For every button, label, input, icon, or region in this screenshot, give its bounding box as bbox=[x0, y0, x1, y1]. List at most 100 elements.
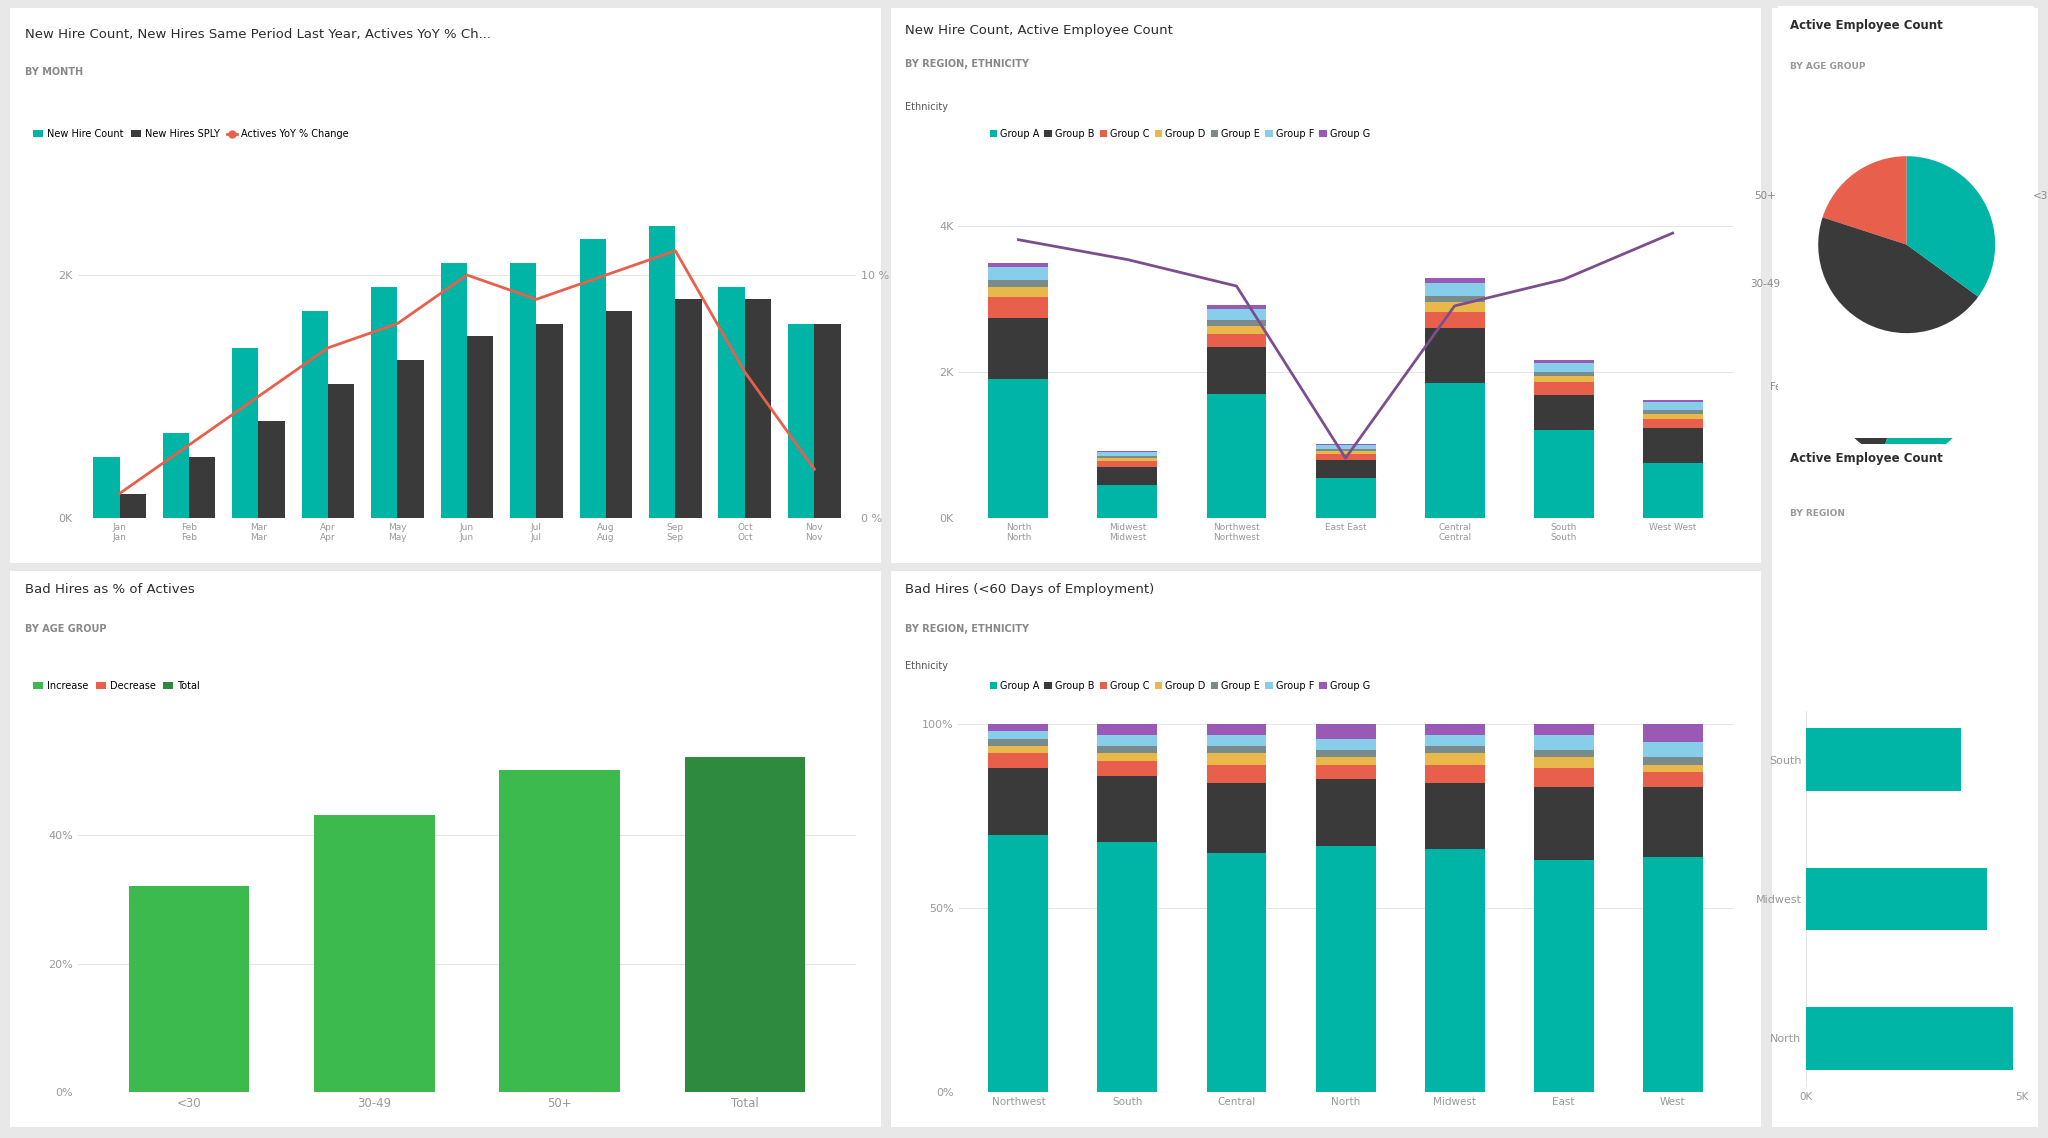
Bar bbox=[129, 887, 250, 1092]
Bar bbox=[440, 263, 467, 518]
Bar bbox=[1534, 372, 1593, 376]
Bar bbox=[328, 385, 354, 518]
Bar bbox=[1806, 728, 1962, 791]
Bar bbox=[1206, 724, 1266, 735]
Bar bbox=[1806, 1007, 2013, 1070]
Bar bbox=[1315, 445, 1376, 450]
Bar bbox=[649, 226, 676, 518]
Bar bbox=[989, 753, 1049, 768]
Bar bbox=[676, 299, 702, 518]
Bar bbox=[1642, 742, 1702, 757]
Bar bbox=[397, 360, 424, 518]
Bar bbox=[1098, 842, 1157, 1092]
Bar bbox=[1315, 757, 1376, 765]
Bar bbox=[1315, 724, 1376, 739]
Bar bbox=[1534, 376, 1593, 382]
Bar bbox=[188, 457, 215, 518]
Legend: New Hire Count, New Hires SPLY, Actives YoY % Change: New Hire Count, New Hires SPLY, Actives … bbox=[29, 125, 352, 143]
Bar bbox=[1534, 757, 1593, 768]
Bar bbox=[815, 323, 842, 518]
Bar bbox=[162, 432, 188, 518]
Text: <30: <30 bbox=[2034, 191, 2048, 201]
Legend: Increase, Decrease, Total: Increase, Decrease, Total bbox=[29, 677, 203, 695]
Wedge shape bbox=[1823, 156, 1907, 245]
Bar bbox=[1642, 428, 1702, 463]
Bar bbox=[1098, 485, 1157, 518]
Bar bbox=[989, 379, 1049, 518]
Bar bbox=[500, 770, 621, 1092]
Bar bbox=[1642, 724, 1702, 742]
Bar bbox=[1534, 382, 1593, 395]
Bar bbox=[1098, 724, 1157, 735]
Bar bbox=[745, 299, 772, 518]
Bar bbox=[1425, 278, 1485, 282]
Bar bbox=[1425, 303, 1485, 313]
Bar bbox=[1425, 765, 1485, 783]
Bar bbox=[1425, 329, 1485, 384]
Bar bbox=[989, 280, 1049, 287]
Text: New Hires: New Hires bbox=[1802, 31, 1880, 46]
Text: BY REGION: BY REGION bbox=[1790, 510, 1845, 518]
Bar bbox=[1206, 735, 1266, 747]
Bar bbox=[1642, 786, 1702, 857]
Text: New Hire Count, Active Employee Count: New Hire Count, Active Employee Count bbox=[905, 24, 1174, 36]
Bar bbox=[258, 421, 285, 518]
Bar bbox=[1315, 846, 1376, 1092]
Bar bbox=[1642, 419, 1702, 428]
Text: Male: Male bbox=[2009, 379, 2032, 389]
Bar bbox=[1534, 768, 1593, 786]
Bar bbox=[1315, 454, 1376, 460]
Bar bbox=[606, 312, 633, 518]
Text: Female: Female bbox=[1769, 382, 1804, 393]
Bar bbox=[510, 263, 537, 518]
Bar bbox=[1425, 753, 1485, 765]
Bar bbox=[1642, 765, 1702, 772]
Bar bbox=[1206, 305, 1266, 308]
Bar bbox=[1534, 735, 1593, 750]
Bar bbox=[1642, 403, 1702, 411]
Bar bbox=[1098, 735, 1157, 747]
Bar bbox=[467, 336, 494, 518]
Bar bbox=[1315, 739, 1376, 750]
Bar bbox=[1534, 750, 1593, 757]
Bar bbox=[1642, 857, 1702, 1092]
Bar bbox=[1206, 333, 1266, 347]
Bar bbox=[1425, 735, 1485, 747]
Text: 10K: 10K bbox=[1837, 174, 1974, 244]
Bar bbox=[1425, 747, 1485, 753]
Text: Ethnicity: Ethnicity bbox=[905, 102, 948, 113]
Bar bbox=[1098, 747, 1157, 753]
Bar bbox=[1534, 430, 1593, 518]
Text: Active Employee Count: Active Employee Count bbox=[1790, 18, 1944, 32]
Bar bbox=[1315, 451, 1376, 454]
Bar bbox=[92, 457, 119, 518]
Text: Active Employee Count: Active Employee Count bbox=[1790, 452, 1944, 464]
Bar bbox=[989, 318, 1049, 379]
Bar bbox=[1642, 413, 1702, 419]
Bar bbox=[1098, 452, 1157, 456]
Bar bbox=[1642, 757, 1702, 765]
Wedge shape bbox=[1907, 156, 1995, 297]
Text: BY MONTH: BY MONTH bbox=[25, 67, 82, 76]
Text: LAST 6 MONTHS OF 2014: LAST 6 MONTHS OF 2014 bbox=[1802, 75, 1942, 84]
Bar bbox=[989, 267, 1049, 280]
Text: Bad Hires (<60 Days of Employment): Bad Hires (<60 Days of Employment) bbox=[905, 583, 1155, 596]
Bar bbox=[1534, 360, 1593, 363]
Bar bbox=[989, 297, 1049, 318]
Bar bbox=[1098, 753, 1157, 761]
Bar bbox=[719, 287, 745, 518]
Bar bbox=[1098, 459, 1157, 461]
Bar bbox=[1642, 401, 1702, 403]
Bar bbox=[1642, 463, 1702, 518]
Wedge shape bbox=[1833, 318, 1905, 454]
Text: BY REGION, ETHNICITY: BY REGION, ETHNICITY bbox=[905, 624, 1030, 634]
Bar bbox=[1315, 750, 1376, 757]
Legend: Group A, Group B, Group C, Group D, Group E, Group F, Group G: Group A, Group B, Group C, Group D, Grou… bbox=[985, 125, 1374, 143]
Bar bbox=[231, 348, 258, 518]
Text: 30-49: 30-49 bbox=[1751, 280, 1780, 289]
Bar bbox=[1425, 384, 1485, 518]
Bar bbox=[1534, 786, 1593, 860]
Bar bbox=[1206, 765, 1266, 783]
Bar bbox=[1642, 772, 1702, 786]
Text: Bad Hires as % of Actives: Bad Hires as % of Actives bbox=[25, 583, 195, 596]
